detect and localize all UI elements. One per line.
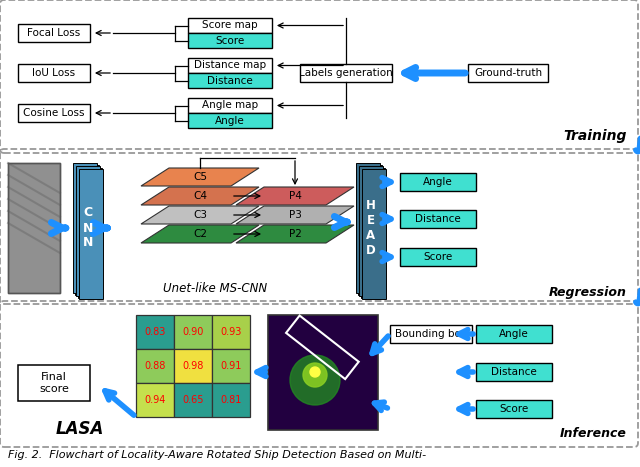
Text: Ground-truth: Ground-truth bbox=[474, 68, 542, 78]
Text: 0.91: 0.91 bbox=[220, 361, 242, 371]
Text: LASA: LASA bbox=[56, 420, 104, 438]
FancyBboxPatch shape bbox=[188, 58, 272, 73]
FancyBboxPatch shape bbox=[188, 113, 272, 128]
Text: Angle: Angle bbox=[423, 177, 453, 187]
FancyBboxPatch shape bbox=[136, 383, 174, 417]
Text: Distance: Distance bbox=[491, 367, 537, 377]
Circle shape bbox=[303, 363, 327, 387]
FancyBboxPatch shape bbox=[76, 166, 100, 296]
Polygon shape bbox=[236, 225, 354, 243]
Text: C2: C2 bbox=[193, 229, 207, 239]
Text: C4: C4 bbox=[193, 191, 207, 201]
Text: Regression: Regression bbox=[549, 286, 627, 299]
FancyBboxPatch shape bbox=[212, 315, 250, 349]
Polygon shape bbox=[141, 225, 259, 243]
Circle shape bbox=[290, 355, 340, 405]
Text: C3: C3 bbox=[193, 210, 207, 220]
Text: Unet-like MS-CNN: Unet-like MS-CNN bbox=[163, 282, 267, 295]
Polygon shape bbox=[141, 187, 259, 205]
FancyBboxPatch shape bbox=[400, 173, 476, 191]
Text: 0.94: 0.94 bbox=[144, 395, 166, 405]
FancyBboxPatch shape bbox=[268, 315, 378, 430]
Text: P4: P4 bbox=[289, 191, 301, 201]
FancyBboxPatch shape bbox=[18, 24, 90, 42]
Text: 0.88: 0.88 bbox=[144, 361, 166, 371]
FancyBboxPatch shape bbox=[174, 349, 212, 383]
FancyBboxPatch shape bbox=[77, 168, 102, 297]
Text: 0.90: 0.90 bbox=[182, 327, 204, 337]
FancyBboxPatch shape bbox=[18, 365, 90, 401]
FancyBboxPatch shape bbox=[300, 64, 392, 82]
Text: Angle: Angle bbox=[215, 115, 245, 126]
FancyBboxPatch shape bbox=[8, 163, 60, 293]
FancyBboxPatch shape bbox=[362, 169, 386, 299]
Text: Score: Score bbox=[424, 252, 452, 262]
Polygon shape bbox=[141, 206, 259, 224]
Text: 0.81: 0.81 bbox=[220, 395, 242, 405]
Polygon shape bbox=[236, 206, 354, 224]
Text: Fig. 2.  Flowchart of Locality-Aware Rotated Ship Detection Based on Multi-: Fig. 2. Flowchart of Locality-Aware Rota… bbox=[8, 450, 426, 460]
FancyBboxPatch shape bbox=[359, 166, 383, 296]
FancyBboxPatch shape bbox=[136, 315, 174, 349]
Text: IoU Loss: IoU Loss bbox=[33, 68, 76, 78]
Text: Focal Loss: Focal Loss bbox=[28, 28, 81, 38]
Circle shape bbox=[310, 367, 320, 377]
FancyBboxPatch shape bbox=[212, 383, 250, 417]
FancyBboxPatch shape bbox=[400, 210, 476, 228]
FancyBboxPatch shape bbox=[79, 169, 103, 299]
FancyBboxPatch shape bbox=[400, 248, 476, 266]
Text: Score: Score bbox=[216, 35, 244, 45]
Text: Angle: Angle bbox=[499, 329, 529, 339]
Text: 0.93: 0.93 bbox=[220, 327, 242, 337]
Text: Angle map: Angle map bbox=[202, 100, 258, 111]
FancyBboxPatch shape bbox=[188, 98, 272, 113]
FancyBboxPatch shape bbox=[188, 73, 272, 88]
FancyBboxPatch shape bbox=[18, 104, 90, 122]
FancyBboxPatch shape bbox=[188, 18, 272, 33]
Text: Bounding box: Bounding box bbox=[395, 329, 467, 339]
FancyBboxPatch shape bbox=[476, 363, 552, 381]
FancyBboxPatch shape bbox=[74, 164, 99, 295]
FancyBboxPatch shape bbox=[468, 64, 548, 82]
FancyBboxPatch shape bbox=[212, 349, 250, 383]
Text: Cosine Loss: Cosine Loss bbox=[23, 108, 84, 118]
FancyBboxPatch shape bbox=[358, 164, 381, 295]
FancyBboxPatch shape bbox=[136, 349, 174, 383]
FancyBboxPatch shape bbox=[174, 315, 212, 349]
FancyBboxPatch shape bbox=[18, 64, 90, 82]
FancyBboxPatch shape bbox=[188, 33, 272, 48]
Text: Distance: Distance bbox=[207, 76, 253, 85]
Text: Score map: Score map bbox=[202, 21, 258, 30]
Text: Distance: Distance bbox=[415, 214, 461, 224]
Text: Labels generation: Labels generation bbox=[299, 68, 393, 78]
Text: Training: Training bbox=[564, 129, 627, 143]
FancyBboxPatch shape bbox=[356, 163, 380, 293]
FancyBboxPatch shape bbox=[476, 325, 552, 343]
FancyBboxPatch shape bbox=[476, 400, 552, 418]
Polygon shape bbox=[141, 168, 259, 186]
Text: P2: P2 bbox=[289, 229, 301, 239]
FancyBboxPatch shape bbox=[390, 325, 472, 343]
Text: 0.83: 0.83 bbox=[144, 327, 166, 337]
Text: Distance map: Distance map bbox=[194, 61, 266, 71]
Text: Score: Score bbox=[499, 404, 529, 414]
Text: 0.65: 0.65 bbox=[182, 395, 204, 405]
Text: Inference: Inference bbox=[560, 427, 627, 440]
Text: Final
score: Final score bbox=[39, 372, 69, 394]
Polygon shape bbox=[236, 187, 354, 205]
Text: 0.98: 0.98 bbox=[182, 361, 204, 371]
Text: C
N
N: C N N bbox=[83, 206, 93, 249]
FancyBboxPatch shape bbox=[360, 168, 385, 297]
FancyBboxPatch shape bbox=[73, 163, 97, 293]
FancyBboxPatch shape bbox=[174, 383, 212, 417]
Text: P3: P3 bbox=[289, 210, 301, 220]
Text: C5: C5 bbox=[193, 172, 207, 182]
Text: H
E
A
D: H E A D bbox=[366, 199, 376, 257]
